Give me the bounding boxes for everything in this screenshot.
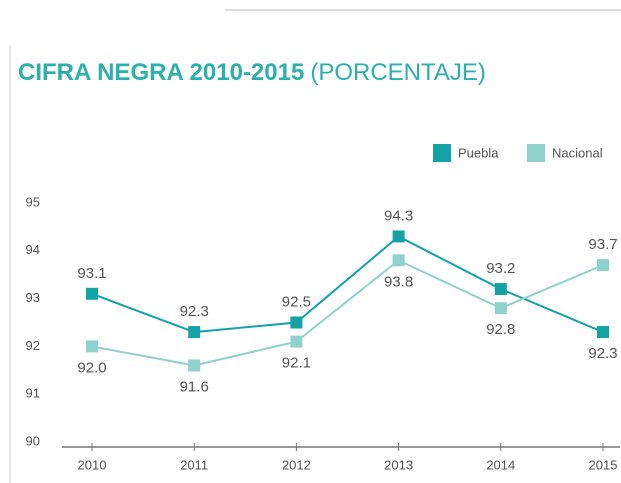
x-tick-label: 2010	[78, 457, 107, 472]
y-tick-label: 94	[26, 242, 40, 257]
point	[494, 302, 507, 315]
x-tick-label: 2013	[384, 457, 413, 472]
chart-title: CIFRA NEGRA 2010-2015 (PORCENTAJE)	[18, 59, 486, 86]
data-label: 92.0	[77, 359, 106, 376]
data-label: 94.3	[384, 207, 413, 224]
y-tick-label: 90	[26, 433, 40, 448]
x-tick-label: 2012	[282, 457, 311, 472]
x-tick-label: 2011	[180, 457, 208, 472]
point	[290, 335, 303, 348]
data-label: 93.2	[486, 260, 515, 277]
y-tick-label: 91	[26, 386, 40, 401]
point	[86, 340, 98, 353]
legend-label: Puebla	[458, 145, 499, 160]
y-tick-label: 95	[26, 194, 40, 209]
series-line	[91, 235, 604, 334]
data-label: 92.1	[282, 355, 311, 372]
point	[188, 326, 201, 339]
point	[188, 359, 201, 372]
legend-label: Nacional	[552, 145, 603, 160]
data-label: 92.5	[282, 293, 311, 310]
x-tick-label: 2015	[589, 457, 618, 472]
subtitle: (PORCENTAJE)	[310, 59, 486, 86]
point	[494, 283, 507, 296]
series-line	[91, 259, 604, 367]
data-label: 93.8	[384, 273, 413, 290]
point	[392, 230, 405, 243]
data-label: 93.7	[588, 236, 617, 253]
data-label: 92.3	[588, 345, 617, 362]
y-tick-label: 93	[26, 290, 40, 305]
point	[86, 287, 98, 300]
legend-swatch	[527, 144, 545, 162]
point	[290, 316, 303, 329]
data-label: 92.3	[180, 303, 209, 320]
data-label: 93.1	[77, 265, 106, 282]
point	[597, 259, 609, 272]
y-tick-label: 92	[26, 338, 40, 353]
x-tick-label: 2014	[486, 457, 515, 472]
data-label: 92.8	[486, 321, 515, 338]
title: CIFRA NEGRA 2010-2015	[18, 59, 304, 86]
point	[597, 326, 609, 339]
data-label: 91.6	[180, 378, 209, 395]
legend-swatch	[433, 144, 451, 162]
point	[392, 254, 405, 267]
